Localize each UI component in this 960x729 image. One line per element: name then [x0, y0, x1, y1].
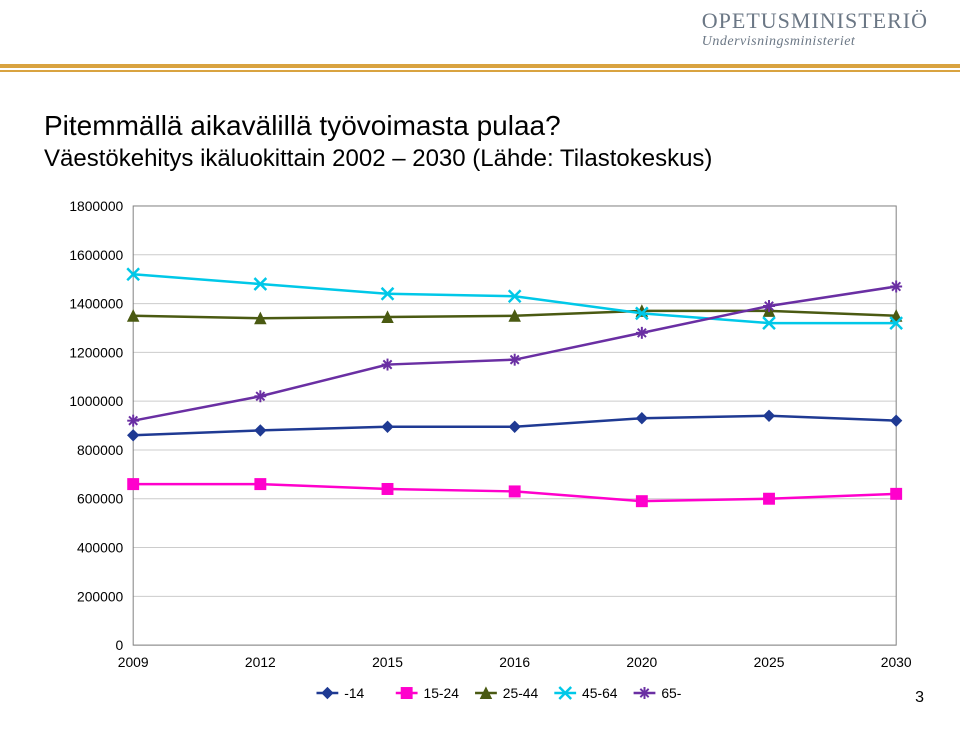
svg-text:1800000: 1800000 [69, 198, 123, 214]
svg-text:400000: 400000 [77, 539, 124, 555]
svg-text:0: 0 [116, 637, 124, 653]
page-number: 3 [915, 689, 924, 707]
svg-text:2015: 2015 [372, 654, 403, 670]
logo-main-text: OPETUSMINISTERIÖ [702, 8, 928, 34]
svg-text:2025: 2025 [754, 654, 785, 670]
svg-text:2012: 2012 [245, 654, 276, 670]
svg-text:65-: 65- [661, 685, 681, 701]
page-title: Pitemmällä aikavälillä työvoimasta pulaa… [44, 110, 561, 142]
svg-text:800000: 800000 [77, 442, 124, 458]
svg-text:-14: -14 [344, 685, 364, 701]
svg-text:2020: 2020 [626, 654, 657, 670]
svg-text:600000: 600000 [77, 491, 124, 507]
page-subtitle: Väestökehitys ikäluokittain 2002 – 2030 … [44, 145, 712, 173]
svg-text:200000: 200000 [77, 588, 124, 604]
svg-text:1200000: 1200000 [69, 344, 123, 360]
svg-text:2009: 2009 [118, 654, 149, 670]
ministry-logo: OPETUSMINISTERIÖ Undervisningsministerie… [702, 8, 928, 50]
svg-text:2016: 2016 [499, 654, 530, 670]
svg-text:1000000: 1000000 [69, 393, 123, 409]
svg-text:15-24: 15-24 [424, 685, 460, 701]
svg-text:2030: 2030 [881, 654, 912, 670]
svg-text:1400000: 1400000 [69, 296, 123, 312]
svg-text:1600000: 1600000 [69, 247, 123, 263]
svg-text:25-44: 25-44 [503, 685, 539, 701]
header-band: OPETUSMINISTERIÖ Undervisningsministerie… [0, 0, 960, 68]
logo-sub-text: Undervisningsministeriet [702, 34, 928, 50]
svg-text:45-64: 45-64 [582, 685, 618, 701]
population-chart: 0 200000 400000 600000 800000 1000000 1200000 1… [44, 196, 916, 705]
header-divider [0, 64, 960, 72]
